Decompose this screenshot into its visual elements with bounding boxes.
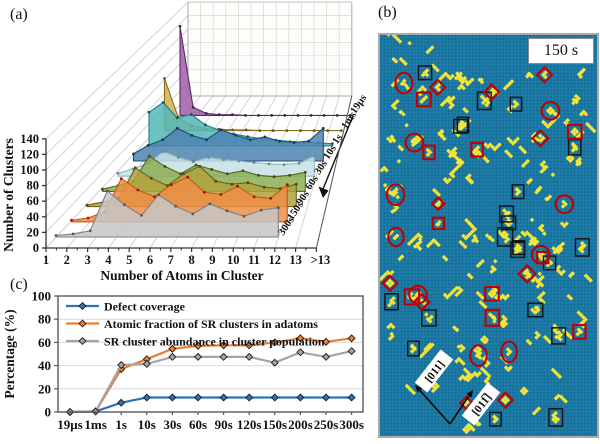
- waterfall-series-19μs: [178, 25, 352, 117]
- line-chart-axes: 0 20 40 60 80 100 19μs 1ms 1s 10s 30s 60s 90s 120s 150…: [32, 292, 364, 432]
- x-tick-30s: 30s: [163, 417, 181, 432]
- x-tick-10s: 10s: [138, 417, 156, 432]
- svg-text:3: 3: [84, 253, 90, 267]
- svg-text:40: 40: [27, 210, 40, 224]
- svg-text:5: 5: [126, 253, 132, 267]
- legend-item: SR cluster abundance in cluster populati…: [66, 335, 325, 349]
- x-tick-60s: 60s: [189, 417, 207, 432]
- waterfall-series-10s: [132, 126, 325, 162]
- svg-text:120: 120: [20, 147, 39, 161]
- x-tick-1s: 1s: [115, 417, 127, 432]
- line-series: [65, 347, 356, 417]
- svg-text:60: 60: [27, 194, 40, 208]
- x-axis-title: Number of Atoms in Cluster: [100, 268, 263, 283]
- svg-text:80: 80: [27, 179, 40, 193]
- panel-c-label: (c): [10, 276, 28, 293]
- panel-a-label: (a): [10, 6, 28, 23]
- waterfall-3d-chart: 19μs1ms1s10s30s60s90s150s300s02040608010…: [1, 1, 369, 283]
- legend-item: Defect coverage: [66, 300, 186, 314]
- x-tick-300s: 300s: [339, 417, 364, 432]
- svg-text:13: 13: [289, 253, 302, 267]
- svg-text:80: 80: [38, 312, 51, 327]
- svg-text:11: 11: [248, 253, 260, 267]
- svg-text:0: 0: [45, 405, 52, 420]
- x-tick-19μs: 19μs: [57, 417, 82, 432]
- waterfall-series-300s: [54, 189, 280, 238]
- svg-text:100: 100: [32, 292, 52, 304]
- x-tick-1ms: 1ms: [84, 417, 106, 432]
- svg-text:0: 0: [33, 241, 39, 255]
- panel-b-label: (b): [378, 4, 397, 21]
- waterfall-series: [54, 25, 352, 238]
- svg-text:1: 1: [43, 253, 49, 267]
- svg-text:12: 12: [269, 253, 282, 267]
- svg-text:10: 10: [227, 253, 240, 267]
- x-tick-120s: 120s: [237, 417, 262, 432]
- time-stamp-badge: 150 s: [528, 38, 594, 64]
- x-tick-90s: 90s: [215, 417, 233, 432]
- svg-text:2: 2: [64, 253, 70, 267]
- percentage-line-chart: 0 20 40 60 80 100 19μs 1ms 1s 10s 30s 60s 90s 120s 150…: [2, 292, 364, 432]
- svg-text:8: 8: [188, 253, 194, 267]
- svg-text:60: 60: [38, 335, 51, 350]
- svg-text:100: 100: [20, 163, 39, 177]
- legend-item: Atomic fraction of SR clusters in adatom…: [66, 317, 318, 331]
- line-chart-series: [65, 334, 356, 417]
- svg-text:4: 4: [105, 253, 112, 267]
- svg-text:20: 20: [27, 225, 40, 239]
- simulation-snapshot: [011] [011̅] 150 s: [378, 27, 599, 438]
- svg-text:6: 6: [147, 253, 153, 267]
- legend-label: Defect coverage: [104, 300, 186, 314]
- line-chart-legend: Defect coverage Atomic fraction of SR clu…: [66, 300, 325, 349]
- x-tick-200s: 200s: [288, 417, 313, 432]
- percentage-axis-title: Percentage (%): [2, 309, 17, 398]
- legend-label: SR cluster abundance in cluster populati…: [104, 335, 325, 349]
- simulation-image: [011][011̅]: [378, 27, 597, 436]
- svg-text:7: 7: [168, 253, 174, 267]
- legend-label: Atomic fraction of SR clusters in adatom…: [104, 317, 318, 331]
- svg-text:140: 140: [20, 132, 39, 146]
- svg-text:20: 20: [38, 381, 51, 396]
- svg-text:9: 9: [209, 253, 215, 267]
- cluster-annotations: [381, 65, 590, 427]
- svg-text:>13: >13: [311, 253, 331, 267]
- x-tick-150s: 150s: [263, 417, 288, 432]
- x-tick-250s: 250s: [314, 417, 339, 432]
- svg-text:40: 40: [38, 358, 51, 373]
- y-axis-title: Number of Clusters: [1, 138, 16, 252]
